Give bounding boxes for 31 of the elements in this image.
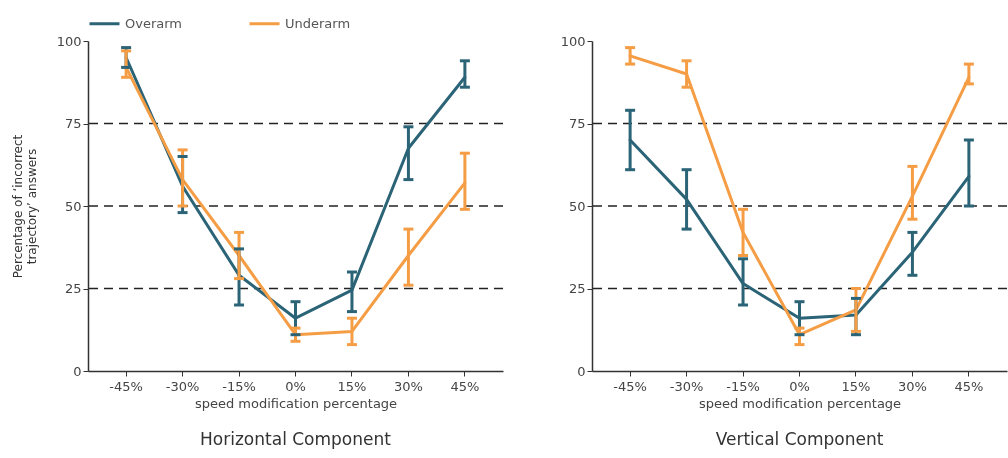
x-tick-label: 15% <box>841 378 871 394</box>
x-tick-label: -30% <box>669 378 704 394</box>
x-tick-label: -15% <box>726 378 760 394</box>
x-tick-label: 45% <box>450 378 480 394</box>
y-tick-label: 75 <box>64 116 82 131</box>
y-tick-label: 25 <box>64 281 82 296</box>
x-tick-label: -45% <box>109 378 143 394</box>
y-tick-label: 25 <box>568 281 586 296</box>
x-tick-label: 0% <box>789 378 810 394</box>
y-tick-label: 100 <box>56 33 82 49</box>
legend-label: Underarm <box>285 15 351 31</box>
text: Vertical Component <box>715 429 884 449</box>
x-tick-label: -30% <box>165 378 200 394</box>
legend-label: Overarm <box>125 15 183 31</box>
y-tick-label: 50 <box>64 198 82 214</box>
y-tick-label: 0 <box>73 363 82 379</box>
x-tick-label: -45% <box>613 378 647 394</box>
x-tick-label: 30% <box>393 378 423 394</box>
x-tick-label: 15% <box>337 378 367 394</box>
y-tick-label: 50 <box>568 198 586 214</box>
y-tick-label: 0 <box>577 363 586 379</box>
x-axis-title: speed modification percentage <box>698 395 902 411</box>
text: Horizontal Component <box>200 429 392 449</box>
y-tick-label: 75 <box>568 116 586 131</box>
y-tick-label: 100 <box>560 33 586 49</box>
x-tick-label: 30% <box>897 378 927 394</box>
x-tick-label: -15% <box>222 378 256 394</box>
x-tick-label: 45% <box>954 378 984 394</box>
x-axis-title: speed modification percentage <box>194 395 398 411</box>
x-tick-label: 0% <box>285 378 306 394</box>
y-axis-title: Percentage of ‘incorrect trajectory’ answers <box>10 134 39 279</box>
